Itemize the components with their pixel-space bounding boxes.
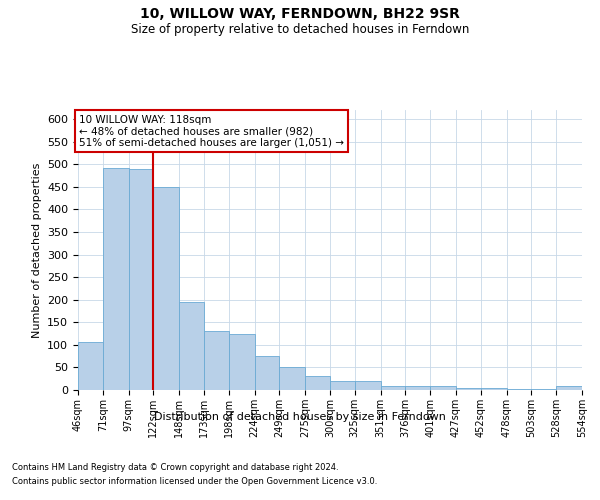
Bar bbox=[556, 386, 582, 390]
Bar bbox=[78, 342, 103, 390]
Text: 10 WILLOW WAY: 118sqm
← 48% of detached houses are smaller (982)
51% of semi-det: 10 WILLOW WAY: 118sqm ← 48% of detached … bbox=[79, 114, 344, 148]
Bar bbox=[481, 388, 506, 390]
Bar bbox=[103, 168, 128, 390]
Bar bbox=[532, 388, 556, 390]
Bar bbox=[506, 388, 532, 390]
Bar bbox=[154, 187, 179, 390]
Bar bbox=[280, 368, 305, 390]
Text: 10, WILLOW WAY, FERNDOWN, BH22 9SR: 10, WILLOW WAY, FERNDOWN, BH22 9SR bbox=[140, 8, 460, 22]
Text: Contains public sector information licensed under the Open Government Licence v3: Contains public sector information licen… bbox=[12, 478, 377, 486]
Bar bbox=[128, 168, 154, 390]
Bar bbox=[380, 386, 406, 390]
Text: Size of property relative to detached houses in Ferndown: Size of property relative to detached ho… bbox=[131, 22, 469, 36]
Bar bbox=[330, 381, 355, 390]
Text: Distribution of detached houses by size in Ferndown: Distribution of detached houses by size … bbox=[154, 412, 446, 422]
Bar bbox=[204, 332, 229, 390]
Bar bbox=[229, 334, 254, 390]
Bar bbox=[254, 356, 280, 390]
Bar bbox=[355, 381, 380, 390]
Bar bbox=[179, 302, 204, 390]
Bar bbox=[305, 376, 330, 390]
Bar bbox=[430, 386, 456, 390]
Y-axis label: Number of detached properties: Number of detached properties bbox=[32, 162, 41, 338]
Bar bbox=[406, 386, 430, 390]
Text: Contains HM Land Registry data © Crown copyright and database right 2024.: Contains HM Land Registry data © Crown c… bbox=[12, 462, 338, 471]
Bar bbox=[456, 388, 481, 390]
